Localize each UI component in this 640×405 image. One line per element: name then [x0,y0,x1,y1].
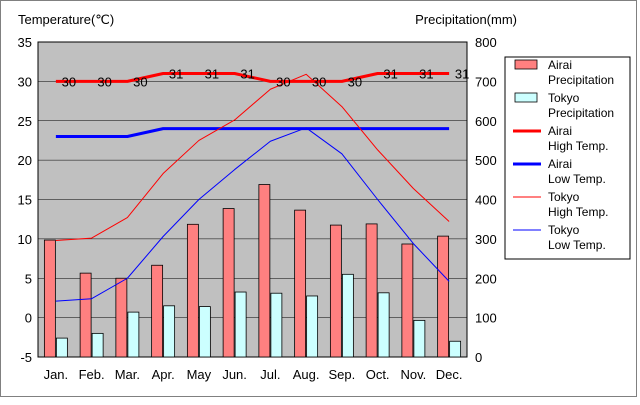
right-tick-label: 300 [475,232,497,247]
bar [365,223,378,358]
bar [329,224,342,358]
legend-label: High Temp. [548,205,608,219]
bar [222,208,235,358]
data-label: 31 [240,67,254,82]
legend-label: Low Temp. [548,172,606,186]
bar [163,305,176,358]
bar [115,277,128,358]
data-label: 31 [419,67,433,82]
bar [234,291,247,358]
left-tick-label: 5 [25,271,32,286]
legend-label: Precipitation [548,106,614,120]
series-line [55,72,450,83]
bar [198,306,211,358]
legend-label: High Temp. [548,139,608,153]
bar [401,243,414,358]
data-label: 30 [97,74,111,89]
x-tick-label: May [187,367,212,382]
legend-label: Airai [548,124,572,138]
legend-label: Precipitation [548,73,614,87]
bar [186,223,199,358]
data-label: 31 [205,67,219,82]
right-tick-label: 200 [475,271,497,286]
bar [127,311,140,358]
series-line [55,127,450,138]
x-tick-label: Dec. [436,367,463,382]
legend-label: Airai [548,157,572,171]
data-label: 30 [133,74,147,89]
data-label: 31 [169,67,183,82]
x-tick-label: Oct. [366,367,390,382]
bar [306,295,319,358]
legend-swatch [514,59,538,70]
right-tick-label: 600 [475,114,497,129]
data-label: 30 [312,74,326,89]
series-line [55,73,450,241]
x-tick-label: Jan. [44,367,69,382]
bar [270,292,283,358]
left-tick-label: 20 [18,153,32,168]
x-tick-label: Jul. [260,367,280,382]
x-tick-label: Nov. [400,367,426,382]
right-tick-label: 100 [475,311,497,326]
right-tick-label: 400 [475,193,497,208]
x-tick-label: Jun. [222,367,247,382]
legend-label: Tokyo [548,223,580,237]
data-label: 31 [455,67,469,82]
legend-label: Tokyo [548,190,580,204]
x-tick-label: Feb. [79,367,105,382]
x-tick-label: Aug. [293,367,320,382]
left-tick-label: 30 [18,74,32,89]
legend-swatch [514,92,538,103]
bar [377,292,390,358]
data-label: 30 [62,74,76,89]
series-line [55,127,450,302]
x-tick-label: Apr. [152,367,175,382]
right-tick-label: 800 [475,35,497,50]
data-label: 30 [348,74,362,89]
right-tick-label: 500 [475,153,497,168]
legend-box [504,56,631,260]
x-tick-label: Mar. [115,367,140,382]
x-tick-label: Sep. [329,367,356,382]
bar [413,319,426,358]
bar [437,235,450,358]
left-tick-label: 10 [18,232,32,247]
left-tick-label: -5 [20,350,32,365]
bar [91,332,104,358]
left-tick-label: 35 [18,35,32,50]
bar [449,340,462,358]
bar [151,264,164,358]
left-axis-title: Temperature(℃) [18,12,114,27]
bar [43,239,56,358]
bar [79,272,92,358]
left-tick-label: 25 [18,114,32,129]
legend-label: Tokyo [548,91,580,105]
data-label: 31 [383,67,397,82]
left-tick-label: 15 [18,193,32,208]
data-label: 30 [276,74,290,89]
legend-label: Airai [548,58,572,72]
right-tick-label: 700 [475,74,497,89]
bar [341,273,354,358]
bar [55,337,68,358]
legend-label: Low Temp. [548,238,606,252]
bar [258,184,271,358]
bar [294,209,307,358]
left-tick-label: 0 [25,311,32,326]
right-tick-label: 0 [475,350,482,365]
right-axis-title: Precipitation(mm) [415,12,517,27]
